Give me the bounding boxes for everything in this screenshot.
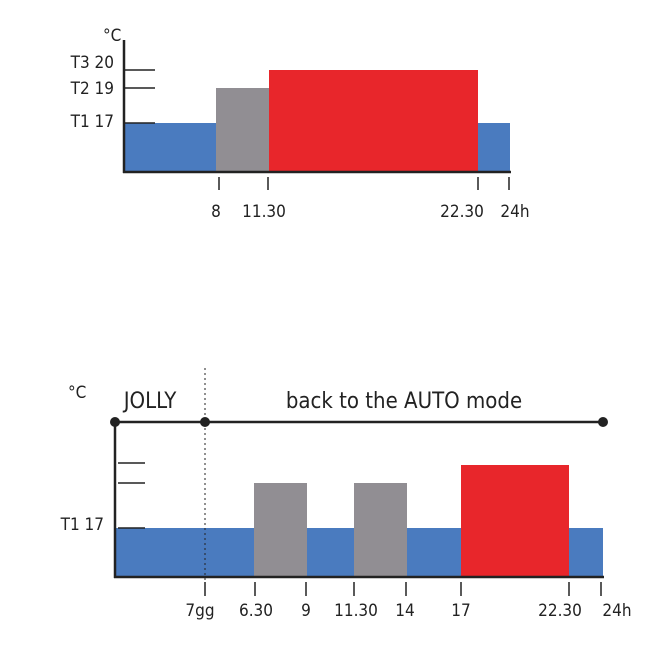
level-bar	[269, 70, 478, 172]
unit: °C	[68, 383, 86, 403]
level-bar	[216, 88, 269, 172]
level-label: T2 19	[70, 79, 114, 99]
time-label: 24h	[500, 202, 529, 222]
time-label: 11.30	[334, 601, 378, 621]
level-bar	[478, 123, 510, 172]
time-label: 24h	[602, 601, 631, 621]
time-label: 11.30	[242, 202, 286, 222]
time-label: 9	[301, 601, 311, 621]
time-label: 22.30	[440, 202, 484, 222]
timeline-dot	[598, 417, 608, 427]
time-label: 14	[395, 601, 414, 621]
time-label: 6.30	[239, 601, 273, 621]
bottom-panel: °C JOLLY back to the AUTO mode T1 17 7gg…	[60, 368, 632, 621]
level-label: T3 20	[70, 53, 114, 73]
mode-caption: back to the AUTO mode	[286, 389, 522, 414]
level-bar	[124, 123, 216, 172]
time-label: 7gg	[185, 601, 214, 621]
time-label: 17	[451, 601, 470, 621]
mode-label: JOLLY	[122, 389, 178, 414]
level-bar	[354, 483, 407, 577]
top-panel: °C T3 20 T2 19 T1 17 8 11.30 22.30 24h	[70, 26, 530, 222]
time-label: 8	[211, 202, 221, 222]
timeline-dot	[200, 417, 210, 427]
level-label: T1 17	[60, 515, 104, 535]
time-label: 22.30	[538, 601, 582, 621]
level-label: T1 17	[70, 112, 114, 132]
level-bar	[254, 483, 307, 577]
unit: °C	[103, 26, 121, 46]
level-bar	[461, 465, 569, 577]
